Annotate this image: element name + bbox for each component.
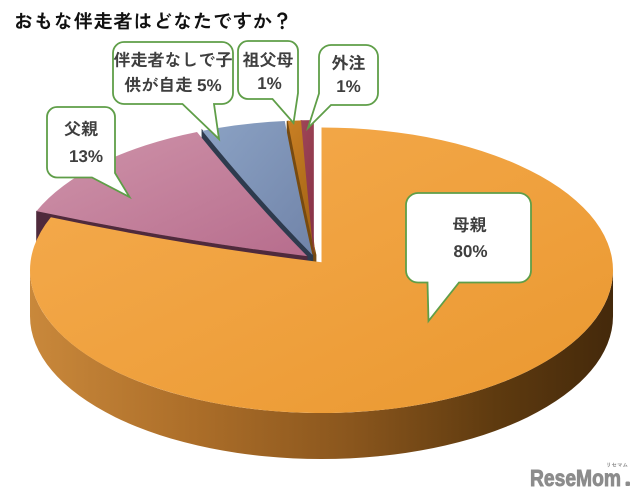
svg-text:ReseMom: ReseMom — [530, 465, 621, 491]
